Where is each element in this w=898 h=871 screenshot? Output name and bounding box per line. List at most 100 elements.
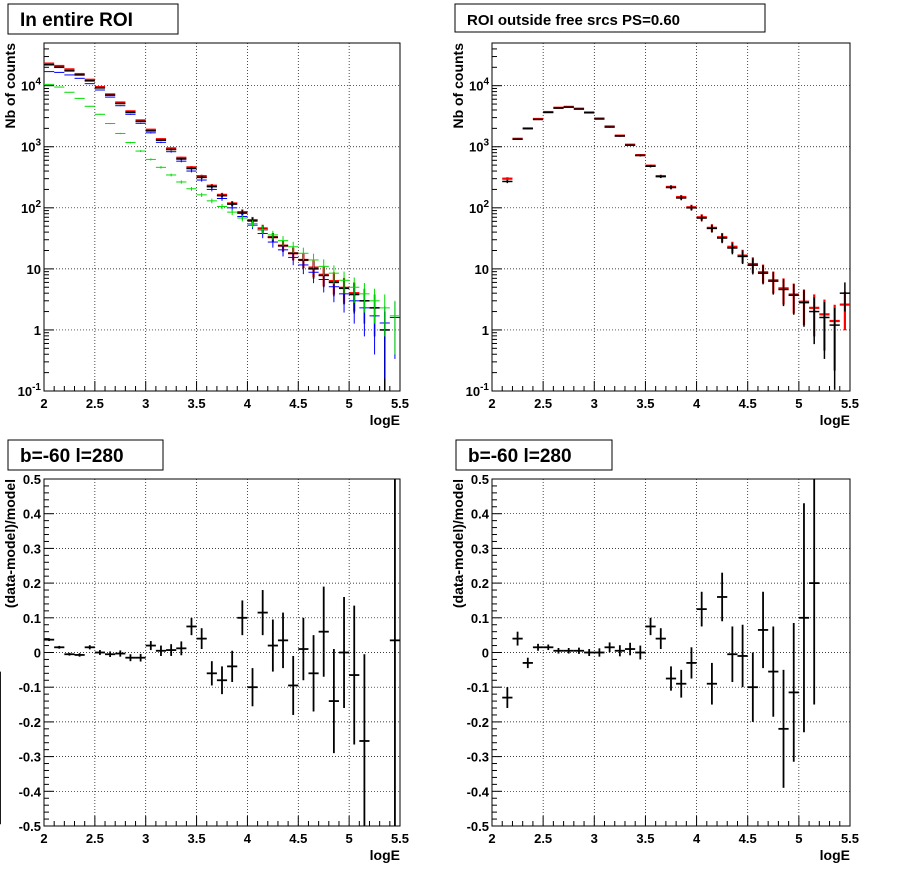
y-tick-label: 103 bbox=[469, 138, 489, 155]
data-point bbox=[237, 600, 248, 636]
data-point bbox=[105, 122, 116, 125]
data-point bbox=[288, 251, 299, 266]
data-point bbox=[155, 141, 167, 144]
data-point bbox=[665, 666, 677, 691]
data-point bbox=[145, 130, 156, 132]
y-tick-label: 0.5 bbox=[471, 472, 489, 487]
data-point bbox=[176, 180, 187, 184]
data-point bbox=[379, 294, 390, 337]
plot-frame bbox=[491, 42, 851, 392]
data-point bbox=[145, 158, 156, 161]
x-tick-label: 5.5 bbox=[391, 831, 409, 846]
data-point bbox=[64, 91, 75, 93]
series-1 bbox=[502, 105, 850, 371]
data-point bbox=[115, 132, 126, 135]
data-point bbox=[54, 645, 65, 649]
data-point bbox=[54, 86, 65, 88]
data-point bbox=[135, 120, 146, 123]
x-tick-label: 3.5 bbox=[188, 396, 206, 411]
x-tick-label: 2.5 bbox=[86, 396, 104, 411]
y-tick-label: -0.3 bbox=[19, 750, 41, 765]
data-point bbox=[359, 654, 370, 826]
x-tick-label: 3 bbox=[591, 831, 598, 846]
data-point bbox=[614, 645, 625, 657]
title-box bbox=[455, 439, 613, 471]
y-axis-label: (data-model)/model bbox=[450, 479, 466, 608]
data-point bbox=[298, 258, 309, 275]
x-tick-label: 4.5 bbox=[289, 831, 307, 846]
x-tick-label: 5 bbox=[795, 831, 802, 846]
data-point bbox=[166, 173, 177, 177]
data-point bbox=[686, 647, 697, 679]
x-tick-label: 2 bbox=[488, 396, 495, 411]
data-point bbox=[696, 591, 707, 627]
y-tick-label: -0.1 bbox=[467, 680, 489, 695]
data-point bbox=[64, 652, 75, 656]
data-point bbox=[277, 612, 289, 669]
data-point bbox=[747, 652, 758, 722]
data-point bbox=[584, 112, 595, 114]
data-point bbox=[809, 479, 820, 705]
data-point bbox=[706, 224, 718, 233]
data-point bbox=[676, 669, 687, 698]
data-point bbox=[125, 141, 136, 144]
data-point bbox=[757, 591, 769, 669]
y-tick-label: 0.2 bbox=[23, 576, 41, 591]
residual-series bbox=[0, 479, 820, 825]
data-point bbox=[166, 644, 177, 656]
data-point bbox=[277, 244, 289, 257]
y-tick-label: 0.2 bbox=[471, 576, 489, 591]
y-axis-label: Nb of counts bbox=[450, 43, 466, 129]
data-point bbox=[84, 645, 95, 650]
x-tick-label: 4 bbox=[693, 396, 701, 411]
data-point bbox=[369, 288, 380, 324]
x-tick-label: 2.5 bbox=[534, 831, 552, 846]
data-point bbox=[125, 111, 136, 114]
data-point bbox=[839, 282, 850, 312]
data-point bbox=[532, 118, 544, 121]
data-point bbox=[624, 642, 636, 656]
chart-panel-1: In entire ROI 2 2.5 3 3.5 4 4.5 5 5.5 10-1 1 10 102 1… bbox=[2, 3, 409, 428]
data-point bbox=[614, 135, 625, 137]
data-point bbox=[737, 624, 748, 688]
y-tick-label: 0.1 bbox=[23, 611, 41, 626]
x-tick-label: 4.5 bbox=[739, 396, 757, 411]
y-tick-label: -0.1 bbox=[19, 680, 41, 695]
x-tick-label: 3 bbox=[142, 831, 149, 846]
data-point bbox=[125, 654, 136, 662]
data-point bbox=[44, 638, 55, 642]
data-point bbox=[115, 105, 126, 107]
data-point bbox=[563, 647, 574, 654]
data-point bbox=[809, 297, 820, 345]
data-point bbox=[227, 209, 238, 216]
data-point bbox=[94, 87, 106, 89]
data-point bbox=[206, 187, 217, 192]
chart-title: b=-60 l=280 bbox=[468, 446, 572, 467]
data-point bbox=[247, 220, 258, 228]
data-point bbox=[186, 617, 197, 636]
data-point bbox=[686, 205, 697, 211]
title-box bbox=[7, 439, 164, 471]
y-tick-label: 0 bbox=[34, 646, 41, 661]
data-point bbox=[532, 643, 544, 651]
data-point bbox=[502, 179, 513, 184]
data-point bbox=[819, 302, 830, 359]
data-point bbox=[727, 626, 738, 682]
series-2 bbox=[502, 106, 850, 390]
data-point bbox=[696, 215, 707, 222]
data-point bbox=[105, 651, 116, 658]
data-point bbox=[196, 175, 207, 179]
data-point bbox=[277, 236, 289, 247]
y-tick-label: -0.5 bbox=[467, 819, 489, 834]
data-point bbox=[727, 242, 738, 255]
data-point bbox=[512, 138, 523, 140]
data-point bbox=[676, 195, 687, 201]
x-tick-label: 5.5 bbox=[391, 396, 409, 411]
data-point bbox=[288, 655, 299, 715]
data-point bbox=[115, 650, 126, 657]
x-tick-label: 5 bbox=[346, 831, 353, 846]
data-point bbox=[237, 215, 248, 222]
data-point bbox=[604, 126, 615, 128]
y-tick-label: 0.3 bbox=[471, 541, 489, 556]
